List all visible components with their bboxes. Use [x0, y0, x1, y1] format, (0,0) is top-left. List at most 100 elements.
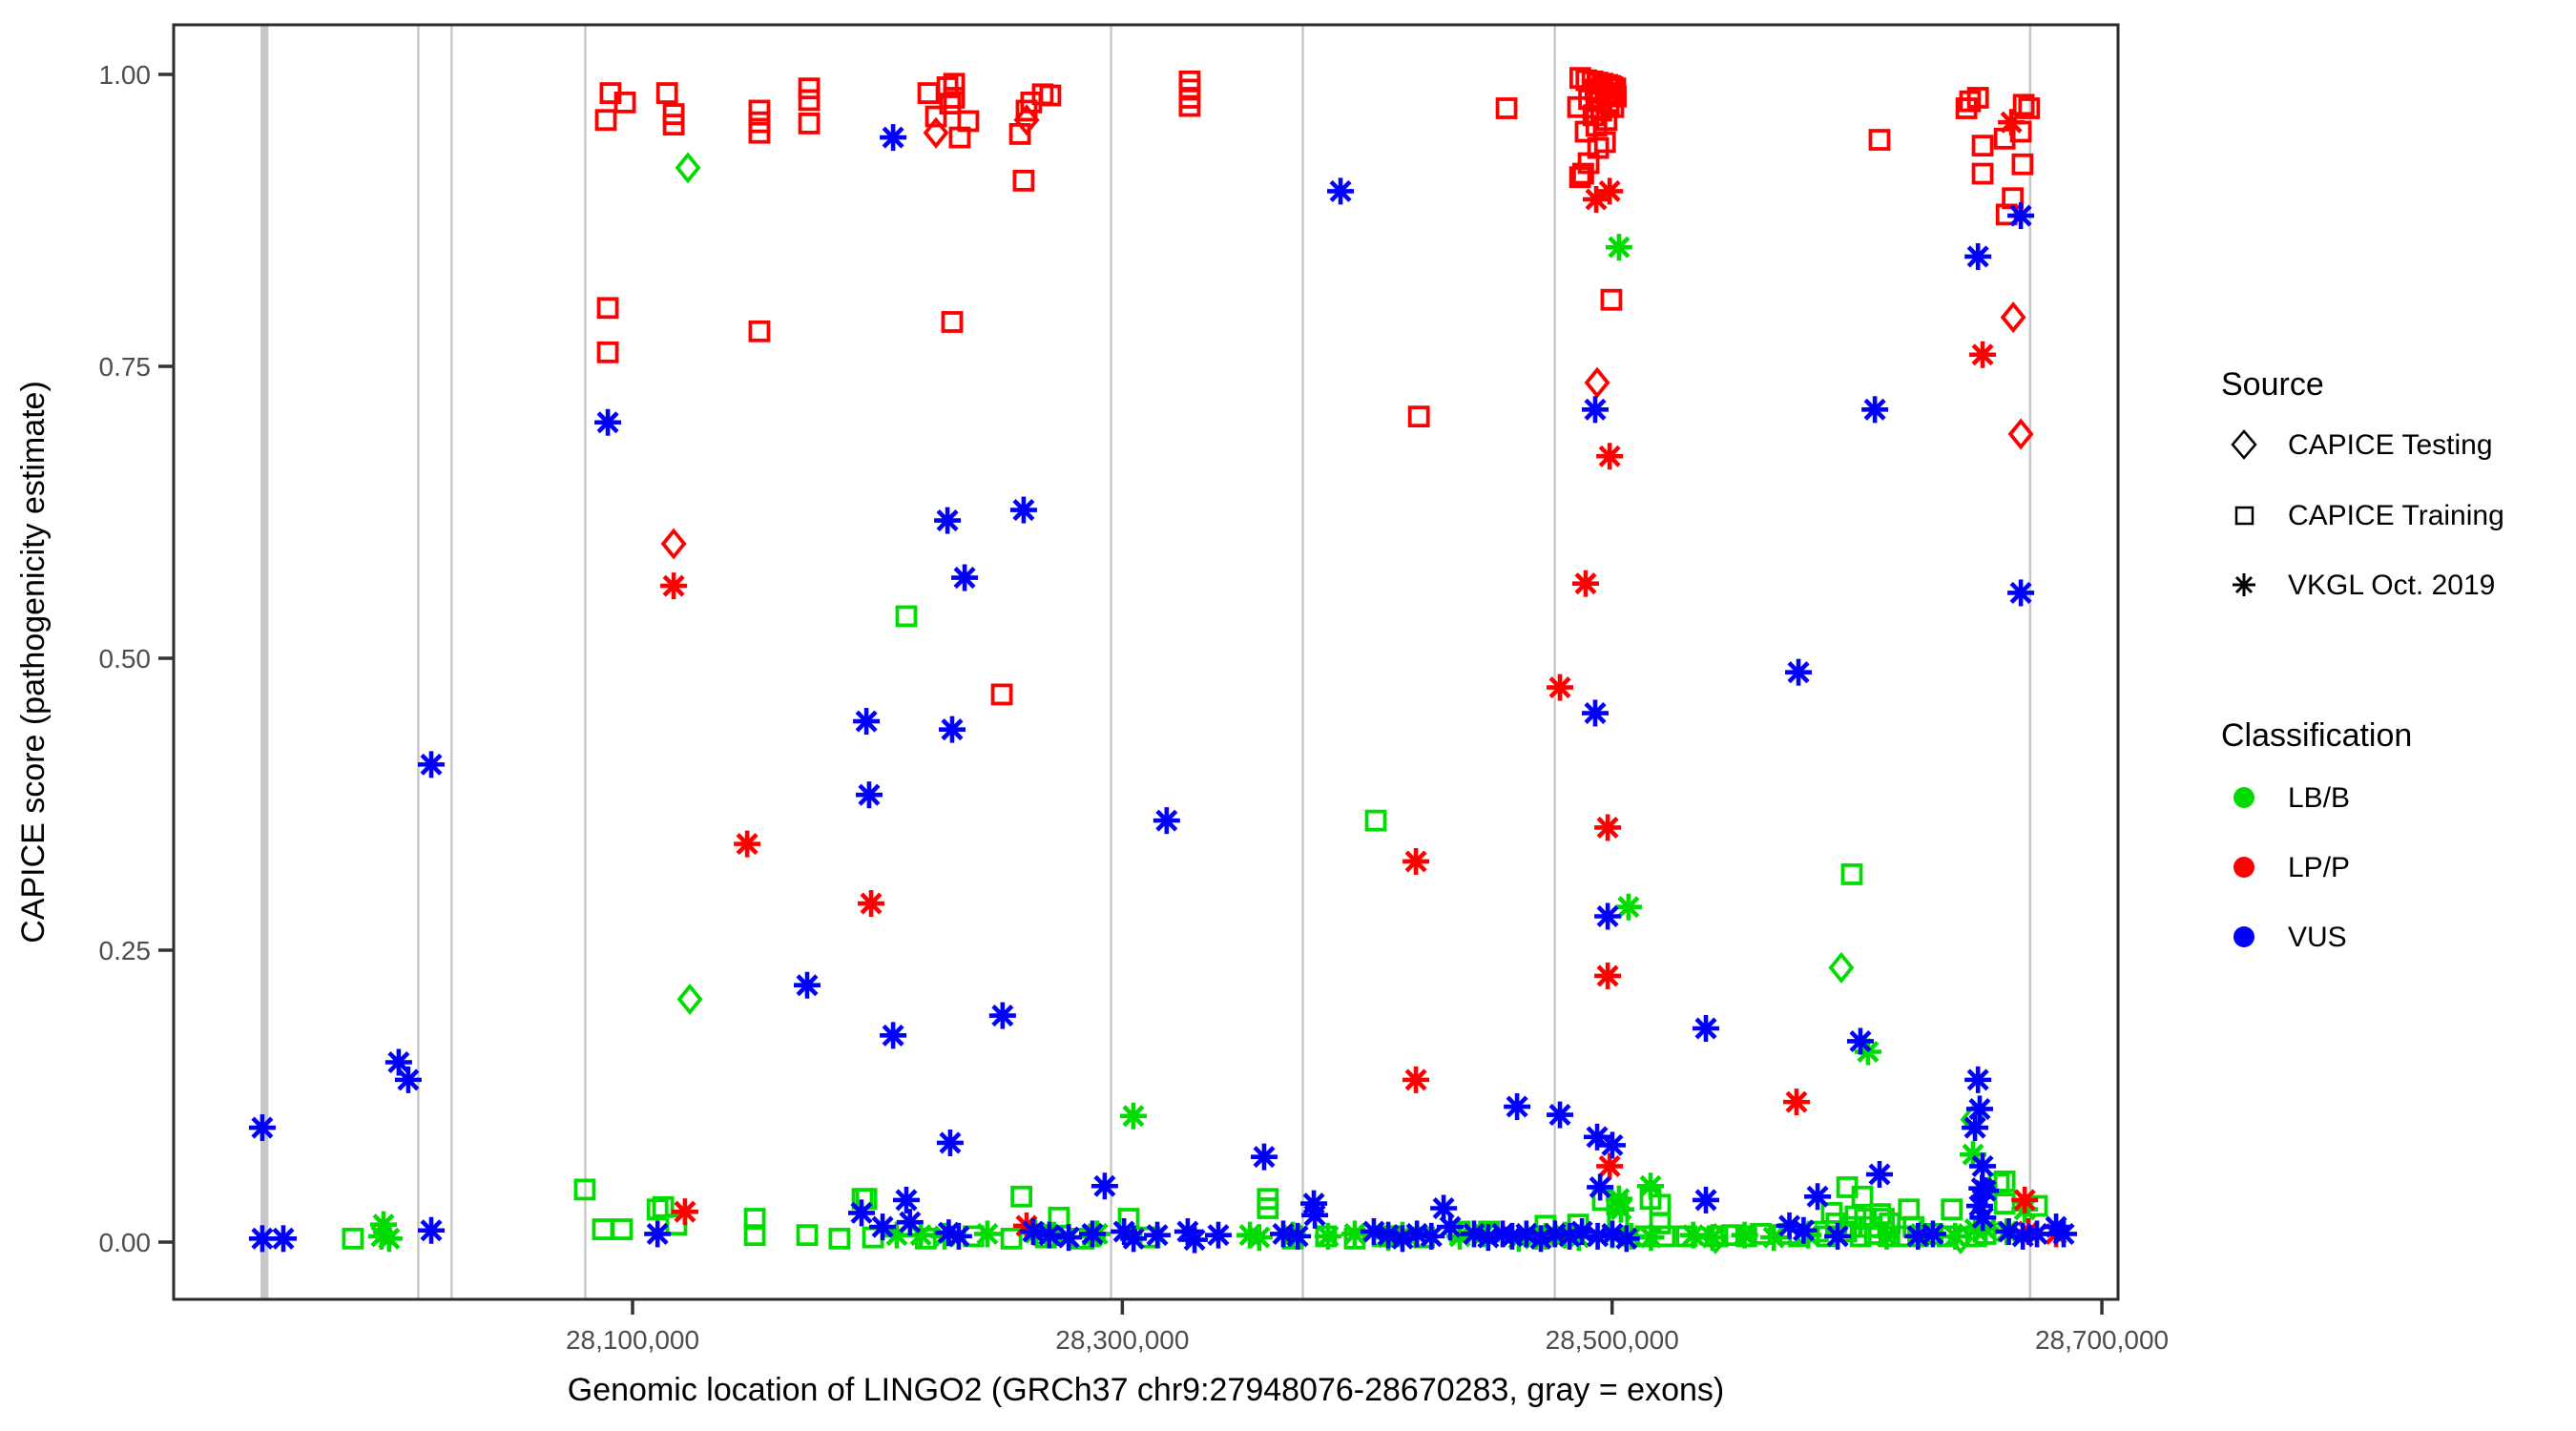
data-point-diamond: [1013, 104, 1040, 136]
data-point-asterisk-arm: [1253, 1146, 1276, 1169]
data-point-asterisk-arm: [1012, 499, 1035, 522]
data-point-square: [748, 99, 771, 122]
data-point-asterisk-arm: [1863, 398, 1886, 421]
data-point-asterisk-arm: [1596, 964, 1619, 987]
data-point-asterisk-arm: [1584, 398, 1607, 421]
data-point-asterisk-arm: [1966, 1068, 1989, 1091]
data-point-square: [1959, 90, 1982, 113]
data-point-asterisk-arm: [1971, 343, 1994, 366]
data-point-square: [596, 297, 619, 320]
data-point-square: [1993, 1170, 2016, 1192]
data-point-asterisk-arm: [1682, 1224, 1705, 1247]
data-point-square: [2012, 93, 2035, 116]
data-point-asterisk-arm: [858, 783, 881, 806]
data-point-square: [1568, 166, 1591, 189]
data-point-asterisk-arm: [736, 833, 758, 856]
data-point-square: [924, 105, 947, 128]
data-point-asterisk-arm: [1515, 1222, 1538, 1245]
series-capice-testing-lb-b: [675, 152, 1986, 1255]
data-point-asterisk-arm: [251, 1227, 274, 1250]
data-point-asterisk-arm: [1404, 1068, 1427, 1091]
data-point-diamond: [2000, 301, 2026, 334]
classification-legend-title: Classification: [2221, 717, 2412, 754]
data-point-asterisk-arm: [1868, 1163, 1891, 1186]
data-point-diamond: [676, 983, 703, 1015]
series-capice-testing-lp-p: [660, 104, 2034, 560]
series-vkgl-oct-2019-vus: [248, 124, 2078, 1254]
data-point-asterisk-arm: [1146, 1224, 1169, 1247]
data-point-asterisk-arm: [1787, 661, 1810, 684]
data-point-square: [1178, 94, 1201, 117]
data-point-square: [1600, 288, 1623, 311]
data-point-square: [1407, 405, 1430, 428]
asterisk-icon: [2233, 573, 2255, 596]
data-point-asterisk-arm: [1439, 1215, 1462, 1238]
data-point-asterisk-arm: [2009, 204, 2032, 227]
data-point-square: [592, 1218, 614, 1240]
data-point-square: [828, 1227, 851, 1250]
axes: 0.00 0.25 0.50 0.75 1.00 28,100,000 28,300,000…: [99, 23, 2169, 1355]
data-point-asterisk-arm: [991, 1005, 1014, 1027]
data-point-asterisk-arm: [1506, 1095, 1528, 1118]
data-point-square: [1840, 863, 1863, 885]
data-point-asterisk-arm: [251, 1116, 274, 1139]
data-point-asterisk-arm: [596, 411, 619, 434]
data-point-square: [1971, 162, 1994, 185]
data-point-asterisk-arm: [1971, 1154, 1994, 1177]
data-point-asterisk-arm: [1826, 1225, 1849, 1248]
data-point-asterisk-arm: [1420, 1225, 1443, 1248]
data-point-asterisk-arm: [1596, 816, 1619, 840]
data-point-asterisk-arm: [1694, 1189, 1717, 1212]
data-point-diamond: [1828, 951, 1855, 984]
data-point-asterisk-arm: [909, 1224, 932, 1247]
classification-legend: Classification LB/B LP/P VUS: [2221, 717, 2412, 953]
data-point-asterisk-arm: [936, 509, 959, 532]
classification-legend-item-label: LP/P: [2288, 852, 2350, 883]
data-point-square: [655, 82, 678, 104]
data-point-square: [1868, 129, 1891, 151]
data-point-asterisk-arm: [1615, 1227, 1638, 1250]
data-point-asterisk-arm: [1849, 1029, 1872, 1052]
x-tick-label: 28,100,000: [566, 1325, 699, 1355]
data-point-asterisk-arm: [1608, 236, 1631, 259]
data-point-asterisk-arm: [1875, 1225, 1898, 1248]
data-point-square: [1010, 1185, 1033, 1208]
data-point-square: [748, 320, 771, 342]
x-axis-title: Genomic location of LINGO2 (GRCh37 chr9:…: [568, 1372, 1724, 1408]
data-point-asterisk-arm: [1639, 1226, 1663, 1249]
data-point-square: [1572, 162, 1594, 185]
data-point-asterisk-arm: [1343, 1222, 1366, 1245]
data-point-square: [652, 1195, 675, 1218]
data-point-asterisk-arm: [1057, 1226, 1080, 1249]
square-icon: [2234, 506, 2254, 526]
series-vkgl-oct-2019-lb-b: [367, 234, 2039, 1253]
data-point-square: [1941, 1198, 1963, 1221]
data-point-square: [939, 93, 962, 114]
data-point-asterisk-arm: [1238, 1224, 1261, 1247]
classification-legend-item-label: VUS: [2288, 922, 2347, 953]
data-point-square: [1567, 95, 1589, 118]
data-point-asterisk-arm: [939, 1131, 962, 1154]
data-point-asterisk-arm: [796, 974, 819, 997]
data-point-asterisk-arm: [899, 1211, 922, 1234]
data-point-asterisk-arm: [1548, 1104, 1571, 1127]
data-point-asterisk-arm: [1155, 809, 1178, 832]
data-point-asterisk-arm: [1317, 1225, 1340, 1248]
data-point-asterisk-arm: [860, 892, 883, 915]
panel-border: [172, 23, 2120, 1301]
data-point-asterisk-arm: [1248, 1226, 1271, 1249]
data-point-square: [1257, 1197, 1279, 1219]
y-tick-label: 0.75: [99, 352, 152, 382]
data-point-square: [342, 1227, 364, 1250]
data-point-asterisk-arm: [1587, 1225, 1610, 1248]
x-tick-label: 28,300,000: [1055, 1325, 1189, 1355]
vus-color-dot-icon: [2233, 926, 2254, 947]
data-point-square: [1000, 1227, 1023, 1250]
data-point-asterisk-arm: [1610, 1198, 1632, 1221]
data-point-asterisk-arm: [1038, 1224, 1061, 1247]
y-tick-label: 0.25: [99, 936, 152, 965]
data-point-asterisk-arm: [2013, 1189, 2036, 1212]
data-point-asterisk-arm: [1598, 445, 1621, 467]
data-point-diamond: [923, 116, 949, 149]
classification-legend-item-label: LB/B: [2288, 782, 2350, 814]
